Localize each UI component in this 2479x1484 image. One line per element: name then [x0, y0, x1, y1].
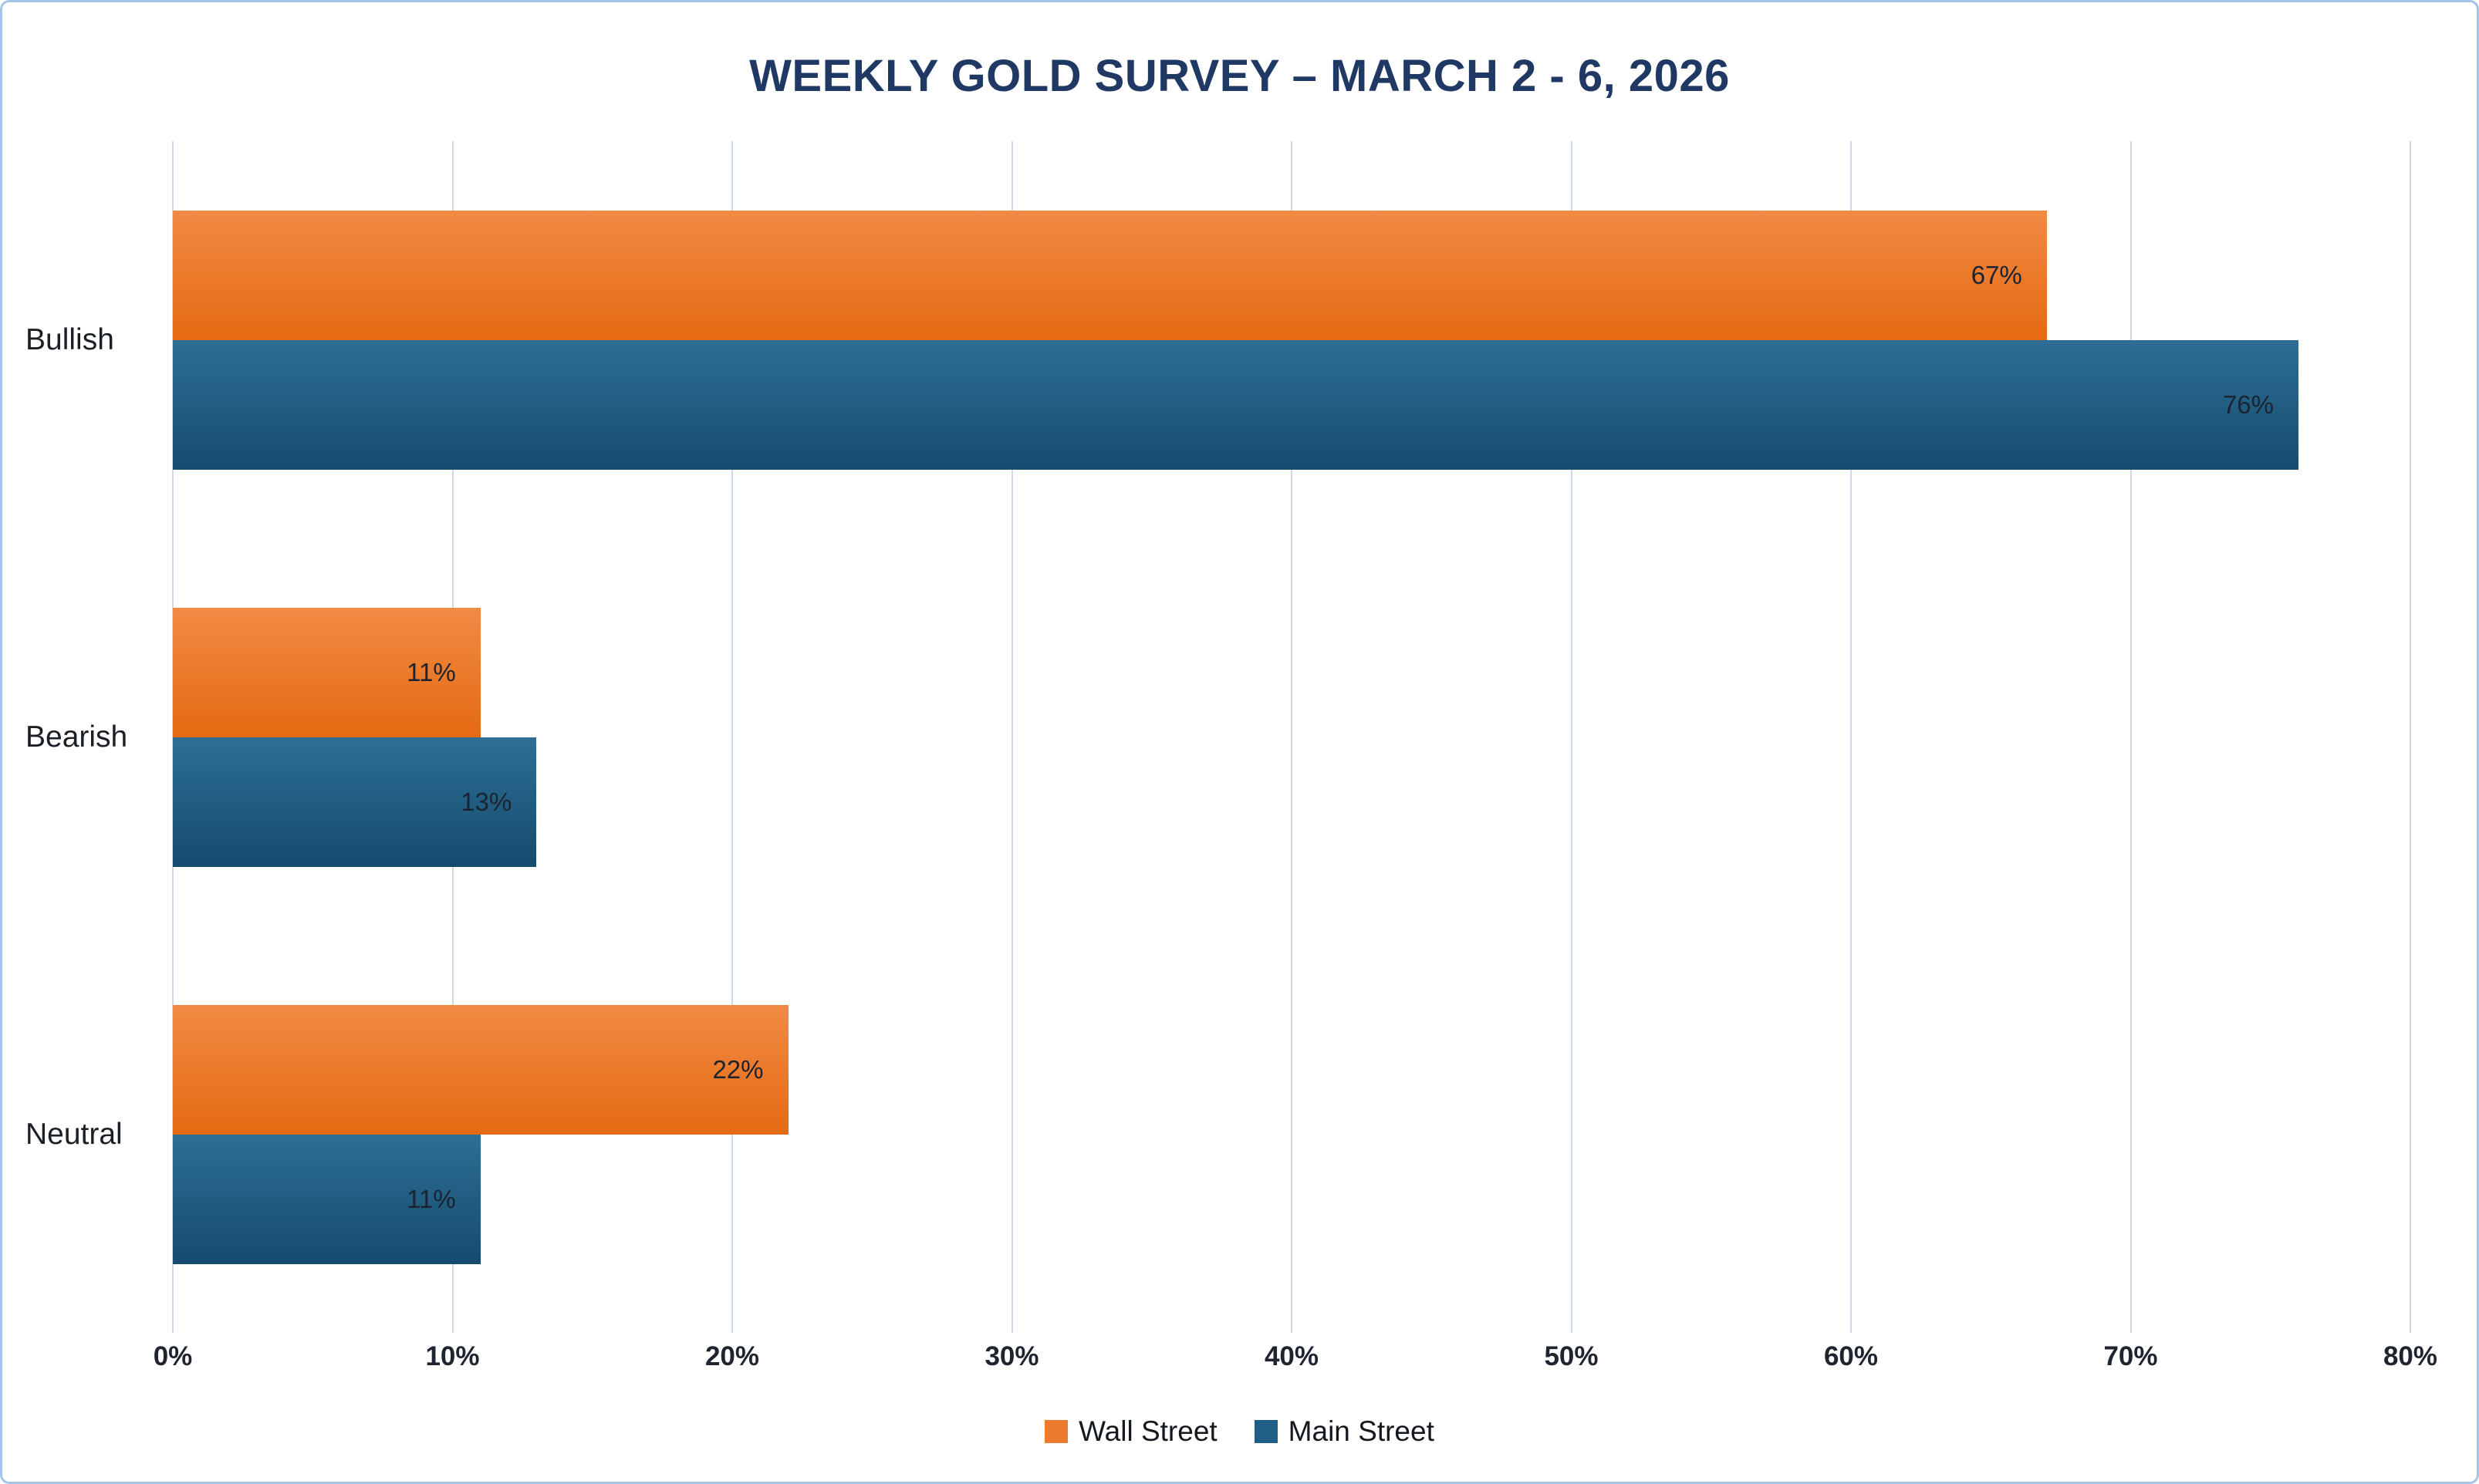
- x-tick-label: 60%: [1823, 1341, 1879, 1371]
- category-label-neutral: Neutral: [25, 1117, 123, 1151]
- x-axis: 0% 10% 20% 30% 40% 50% 60% 70% 80%: [154, 1341, 2437, 1385]
- gridline: [731, 141, 733, 1333]
- category-label-bearish: Bearish: [25, 720, 128, 754]
- x-tick-label: 70%: [2103, 1341, 2158, 1371]
- bar-data-label: 11%: [407, 657, 456, 686]
- legend-swatch-icon: [1045, 1420, 1069, 1443]
- legend-item-wall-street: Wall Street: [1045, 1415, 1218, 1448]
- gridline: [1570, 141, 1572, 1333]
- legend-swatch-icon: [1254, 1420, 1278, 1443]
- bar-main-street-bearish: 13%: [173, 737, 537, 867]
- bar-data-label: 67%: [1971, 260, 2022, 289]
- category-row: 22% 11%: [173, 936, 2410, 1333]
- bar-data-label: 22%: [712, 1054, 764, 1084]
- gridline: [1291, 141, 1292, 1333]
- chart-title: WEEKLY GOLD SURVEY – MARCH 2 - 6, 2026: [749, 51, 1730, 101]
- gridline: [1011, 141, 1013, 1333]
- plot-area: 67% 76% 11% 13% 22% 11%: [172, 141, 2411, 1333]
- x-tick-label: 0%: [153, 1341, 193, 1371]
- x-tick-label: 10%: [425, 1341, 480, 1371]
- legend-label: Main Street: [1288, 1415, 1434, 1447]
- x-tick-label: 20%: [704, 1341, 760, 1371]
- x-tick-label: 50%: [1544, 1341, 1599, 1371]
- gridline: [2129, 141, 2132, 1333]
- rows: 67% 76% 11% 13% 22% 11%: [173, 141, 2410, 1333]
- legend-label: Wall Street: [1079, 1415, 1218, 1447]
- category-row: 11% 13%: [173, 538, 2410, 936]
- bar-main-street-neutral: 11%: [173, 1134, 481, 1264]
- bar-wall-street-bearish: 11%: [173, 607, 481, 737]
- x-tick-label: 40%: [1264, 1341, 1319, 1371]
- gridline: [1850, 141, 1852, 1333]
- category-row: 67% 76%: [173, 141, 2410, 538]
- bar-data-label: 11%: [407, 1184, 456, 1213]
- bar-data-label: 76%: [2222, 390, 2274, 419]
- category-label-bullish: Bullish: [25, 322, 114, 356]
- x-tick-label: 80%: [2383, 1341, 2438, 1371]
- legend: Wall Street Main Street: [2, 1415, 2477, 1448]
- category-labels: Bullish Bearish Neutral: [25, 141, 164, 1333]
- gridline: [2410, 141, 2411, 1333]
- bar-data-label: 13%: [461, 787, 512, 816]
- x-tick-label: 30%: [985, 1341, 1039, 1371]
- legend-item-main-street: Main Street: [1254, 1415, 1434, 1448]
- bar-main-street-bullish: 76%: [173, 339, 2298, 470]
- bar-wall-street-bullish: 67%: [173, 210, 2047, 340]
- bar-wall-street-neutral: 22%: [173, 1004, 789, 1135]
